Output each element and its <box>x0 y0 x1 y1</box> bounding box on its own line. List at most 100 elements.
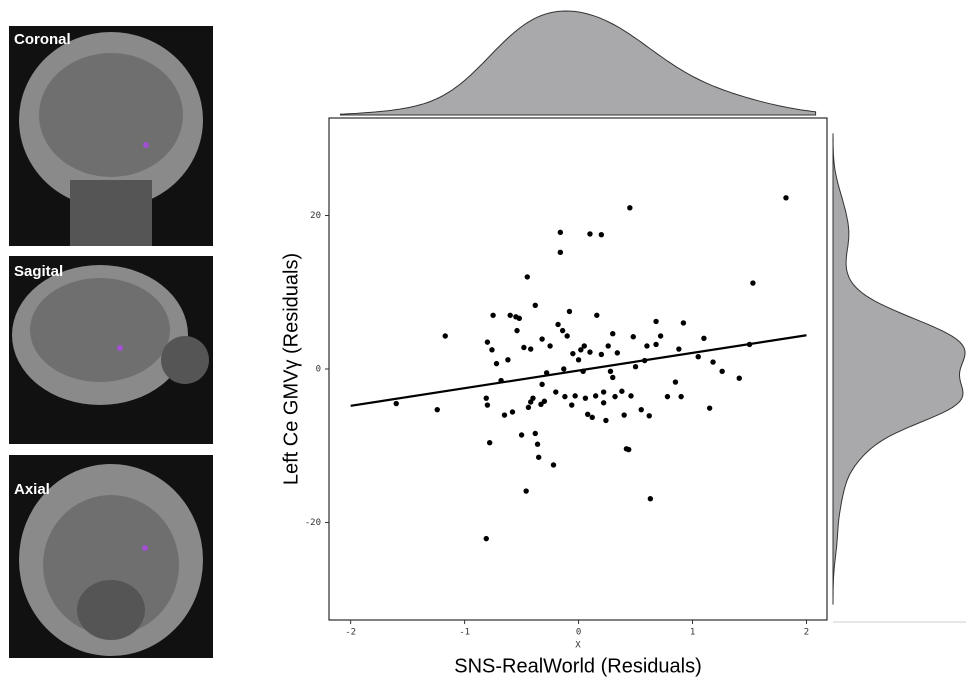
point <box>485 402 490 407</box>
point <box>648 496 653 501</box>
point <box>653 342 658 347</box>
brain-panels: Coronal Sagital Axial <box>9 26 213 658</box>
point <box>653 319 658 324</box>
point <box>539 382 544 387</box>
point <box>605 343 610 348</box>
point <box>587 231 592 236</box>
x-variable: X <box>575 641 581 651</box>
point <box>628 393 633 398</box>
point <box>783 195 788 200</box>
point <box>594 313 599 318</box>
point <box>719 369 724 374</box>
roi-marker <box>117 345 123 351</box>
brain-shape <box>39 53 183 177</box>
roi-marker <box>143 142 149 148</box>
x-axis-title: SNS-RealWorld (Residuals) <box>454 655 701 677</box>
point <box>530 395 535 400</box>
panel-label: Sagital <box>14 263 63 280</box>
point <box>558 230 563 235</box>
point <box>590 415 595 420</box>
point <box>673 379 678 384</box>
brain-shape <box>30 278 170 382</box>
y-axis-title: Left Ce GMVγ (Residuals) <box>280 253 302 485</box>
point <box>553 389 558 394</box>
point <box>484 395 489 400</box>
panel-label: Axial <box>14 481 50 498</box>
point <box>603 418 608 423</box>
point <box>601 400 606 405</box>
point <box>394 401 399 406</box>
point <box>647 413 652 418</box>
point <box>494 361 499 366</box>
point <box>560 328 565 333</box>
point <box>539 336 544 341</box>
point <box>443 333 448 338</box>
point <box>502 412 507 417</box>
x-tick-label: 2 <box>804 628 809 638</box>
point <box>612 394 617 399</box>
point <box>487 440 492 445</box>
brain-shape <box>70 180 152 246</box>
point <box>582 343 587 348</box>
point <box>535 442 540 447</box>
point <box>526 405 531 410</box>
point <box>567 309 572 314</box>
point <box>555 322 560 327</box>
point <box>610 375 615 380</box>
point <box>569 402 574 407</box>
point <box>533 431 538 436</box>
point <box>514 328 519 333</box>
point <box>665 394 670 399</box>
brain-shape <box>77 580 145 640</box>
point <box>601 389 606 394</box>
point <box>619 389 624 394</box>
point <box>633 364 638 369</box>
point <box>485 339 490 344</box>
point <box>564 333 569 338</box>
point <box>583 395 588 400</box>
point <box>505 357 510 362</box>
point <box>510 409 515 414</box>
point <box>528 346 533 351</box>
point <box>572 393 577 398</box>
point <box>610 331 615 336</box>
point <box>701 336 706 341</box>
brain-shape <box>161 336 209 384</box>
point <box>621 412 626 417</box>
plot-frame <box>329 118 827 620</box>
point <box>737 376 742 381</box>
point <box>507 313 512 318</box>
point <box>533 303 538 308</box>
point <box>561 366 566 371</box>
point <box>490 313 495 318</box>
point <box>710 359 715 364</box>
panel-label: Coronal <box>14 31 71 48</box>
point <box>547 343 552 348</box>
point <box>551 462 556 467</box>
point <box>707 405 712 410</box>
point <box>570 351 575 356</box>
figure: Coronal Sagital Axial X SNS-RealWorld (R… <box>0 0 966 682</box>
point <box>525 274 530 279</box>
y-tick-label: 20 <box>310 211 321 221</box>
point <box>562 394 567 399</box>
y-tick-label: -20 <box>305 518 321 528</box>
point <box>558 250 563 255</box>
point <box>750 280 755 285</box>
point <box>599 232 604 237</box>
point <box>536 455 541 460</box>
point <box>519 432 524 437</box>
point <box>484 536 489 541</box>
point <box>631 334 636 339</box>
point <box>627 205 632 210</box>
point <box>608 369 613 374</box>
y-density <box>833 133 965 604</box>
point <box>542 399 547 404</box>
x-density <box>340 11 815 115</box>
point <box>681 320 686 325</box>
x-tick-label: 0 <box>576 628 581 638</box>
point <box>639 407 644 412</box>
point <box>576 357 581 362</box>
fit-line <box>351 335 807 406</box>
point <box>599 352 604 357</box>
